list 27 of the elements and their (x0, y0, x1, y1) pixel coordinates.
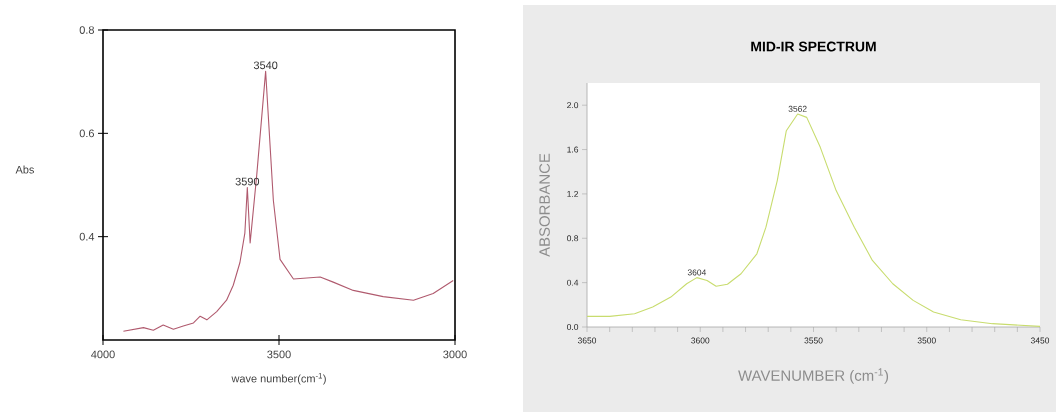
x-tick-label: 3500 (267, 350, 291, 359)
x-tick-label: 3650 (577, 337, 597, 344)
x-axis-title: wave number(cm$^{-1}$) (231, 373, 326, 385)
y-tick-label: 1.2 (567, 190, 579, 197)
x-tick-label: 4000 (91, 350, 115, 359)
x-axis-title: WAVENUMBER (cm$^{-1}$) (738, 368, 889, 384)
x-tick-label: 3000 (443, 350, 467, 359)
annotation: 3562 (788, 105, 807, 112)
y-tick-label: 2.0 (567, 102, 579, 109)
annotation: 3540 (253, 61, 278, 70)
y-tick-label: 1.6 (567, 146, 579, 153)
y-tick-label: 0.8 (79, 26, 94, 34)
chart-title: MID-IR SPECTRUM (751, 41, 876, 52)
annotation: 3590 (235, 177, 260, 186)
line-series (122, 70, 454, 332)
y-tick-label: 0.4 (567, 279, 579, 286)
y-axis-title: ABSORBANCE (539, 153, 550, 257)
y-tick-label: 0.8 (567, 235, 579, 242)
y-tick-label: 0.0 (567, 324, 579, 330)
y-axis-title: Abs (15, 165, 34, 174)
x-tick-label: 3550 (804, 337, 823, 344)
y-tick-label: 0.4 (79, 232, 95, 241)
x-tick-label: 3450 (1030, 337, 1050, 344)
y-tick-label: 0.6 (79, 129, 94, 138)
annotation: 3604 (687, 269, 707, 276)
x-tick-label: 3600 (691, 337, 710, 344)
x-tick-label: 3500 (917, 337, 936, 344)
